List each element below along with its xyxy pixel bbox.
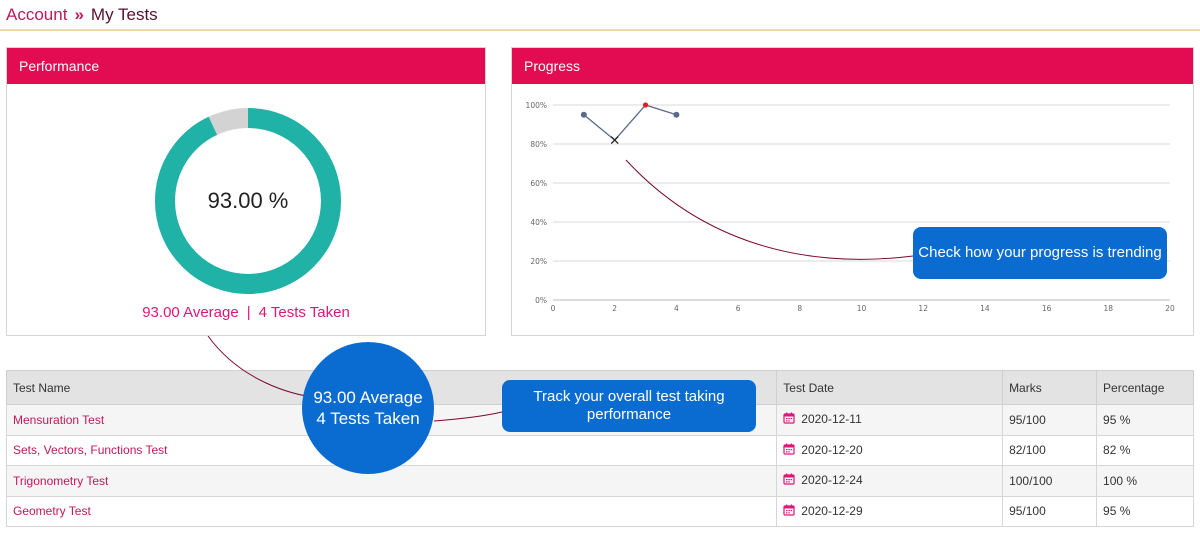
marks-cell: 95/100 bbox=[1002, 404, 1098, 436]
calendar-icon bbox=[783, 504, 795, 519]
test-date: 2020-12-20 bbox=[801, 442, 863, 457]
test-date-cell: 2020-12-24 bbox=[776, 465, 1004, 497]
test-name-link[interactable]: Mensuration Test bbox=[13, 412, 105, 427]
marks-cell: 100/100 bbox=[1002, 465, 1098, 497]
calendar-icon bbox=[783, 443, 795, 458]
summary-circle-callout: 93.00 Average 4 Tests Taken bbox=[302, 342, 434, 474]
y-tick-label: 100% bbox=[526, 101, 547, 110]
test-name-cell: Geometry Test bbox=[5, 495, 778, 527]
progress-panel-title: Progress bbox=[512, 48, 1193, 84]
percentage-cell: 82 % bbox=[1096, 434, 1194, 466]
x-tick-label: 12 bbox=[918, 304, 928, 313]
x-tick-label: 6 bbox=[736, 304, 741, 313]
test-name-link[interactable]: Sets, Vectors, Functions Test bbox=[13, 443, 168, 458]
progress-series-line bbox=[583, 104, 677, 142]
marks-cell: 95/100 bbox=[1002, 495, 1098, 527]
y-tick-label: 0% bbox=[535, 296, 547, 305]
test-date-cell: 2020-12-20 bbox=[776, 434, 1004, 466]
summary-divider: | bbox=[246, 304, 251, 321]
y-tick-label: 80% bbox=[530, 140, 547, 149]
test-date-cell: 2020-12-29 bbox=[776, 495, 1004, 527]
header-marks: Marks bbox=[1002, 370, 1098, 405]
table-row: Geometry Test 2020-12-29 95/100 95 % bbox=[5, 495, 1194, 527]
x-tick-label: 14 bbox=[980, 304, 990, 313]
donut-value-ring bbox=[155, 108, 341, 294]
data-point bbox=[673, 111, 680, 118]
x-tick-label: 16 bbox=[1042, 304, 1052, 313]
percentage-cell: 95 % bbox=[1096, 404, 1194, 436]
test-date: 2020-12-11 bbox=[801, 412, 862, 427]
percentage-cell: 100 % bbox=[1096, 465, 1194, 497]
y-tick-label: 20% bbox=[530, 257, 547, 266]
test-name-link[interactable]: Geometry Test bbox=[13, 504, 91, 519]
test-date: 2020-12-29 bbox=[801, 503, 863, 518]
calendar-icon bbox=[783, 473, 795, 488]
performance-summary: 93.00 Average | 4 Tests Taken bbox=[7, 304, 485, 321]
test-name-link[interactable]: Trigonometry Test bbox=[13, 473, 109, 488]
progress-line-chart: 0% 20% 40% 60% 80% 100% 0 2 4 6 8 10 12 14 16 18 20 bbox=[526, 101, 1175, 313]
breadcrumb-current: My Tests bbox=[90, 5, 158, 24]
y-tick-label: 60% bbox=[530, 179, 547, 188]
performance-donut-area: 93.00 % 93.00 Average | 4 Tests Taken bbox=[7, 84, 485, 334]
circle-callout-average: 93.00 Average bbox=[313, 388, 423, 407]
breadcrumb: Account » My Tests bbox=[6, 4, 158, 26]
min-point-marker bbox=[610, 136, 619, 145]
header-percentage: Percentage bbox=[1096, 370, 1194, 405]
performance-panel-title: Performance bbox=[7, 48, 485, 84]
header-divider bbox=[0, 29, 1200, 31]
x-tick-label: 0 bbox=[551, 304, 556, 313]
calendar-icon bbox=[783, 412, 795, 427]
test-date-cell: 2020-12-11 bbox=[776, 404, 1004, 436]
x-tick-label: 2 bbox=[612, 304, 617, 313]
table-row: Sets, Vectors, Functions Test 2020-12-20… bbox=[5, 434, 1194, 466]
performance-percent: 93.00 % bbox=[207, 188, 289, 213]
test-date: 2020-12-24 bbox=[801, 473, 863, 488]
breadcrumb-account-link[interactable]: Account bbox=[6, 5, 68, 24]
percentage-cell: 95 % bbox=[1096, 495, 1194, 527]
max-point-marker bbox=[642, 102, 649, 108]
track-performance-callout: Track your overall test taking performan… bbox=[502, 380, 756, 432]
x-tick-label: 4 bbox=[674, 304, 679, 313]
x-tick-label: 8 bbox=[797, 304, 802, 313]
tests-table: Test Name Test Date Marks Percentage Men… bbox=[5, 370, 1194, 527]
tests-taken-text: 4 Tests Taken bbox=[258, 304, 350, 321]
performance-panel: Performance 93.00 % 93.00 Average | 4 Test… bbox=[6, 47, 486, 336]
y-tick-label: 40% bbox=[530, 218, 547, 227]
progress-trend-callout: Check how your progress is trending bbox=[913, 227, 1167, 279]
progress-panel: Progress 0% 20% 40% 60% 80% 100% 0 2 4 6 8 10 12 14 16… bbox=[511, 47, 1194, 336]
x-tick-label: 20 bbox=[1165, 304, 1175, 313]
average-text: 93.00 Average bbox=[142, 304, 239, 321]
test-name-cell: Trigonometry Test bbox=[5, 465, 778, 497]
breadcrumb-separator: » bbox=[74, 5, 84, 24]
performance-donut-chart bbox=[155, 108, 341, 294]
x-tick-label: 10 bbox=[857, 304, 867, 313]
marks-cell: 82/100 bbox=[1002, 434, 1098, 466]
circle-callout-tests: 4 Tests Taken bbox=[316, 409, 420, 428]
table-row: Trigonometry Test 2020-12-24 100/100 100… bbox=[5, 465, 1194, 497]
x-tick-label: 18 bbox=[1104, 304, 1114, 313]
header-test-date: Test Date bbox=[776, 370, 1004, 405]
data-point bbox=[580, 111, 587, 118]
